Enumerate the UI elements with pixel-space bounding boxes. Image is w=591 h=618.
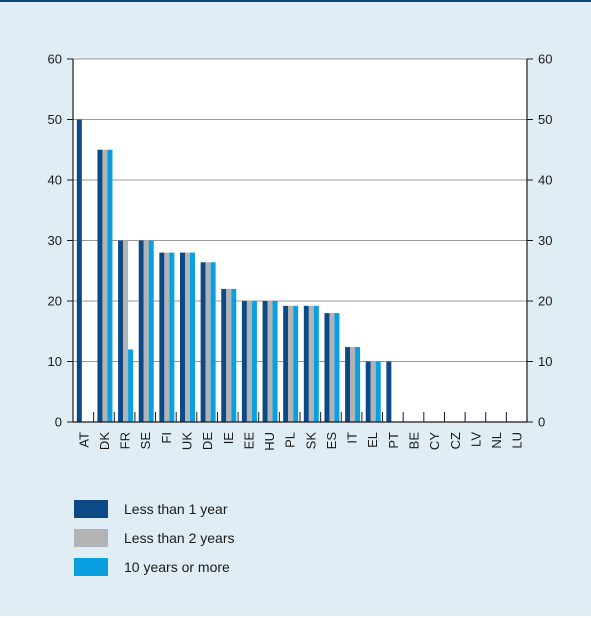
x-tick-label: NL — [489, 432, 504, 449]
bar — [164, 252, 170, 422]
legend-item-series-1: Less than 1 year — [74, 500, 235, 518]
bar — [128, 349, 134, 422]
y-tick-label-right: 50 — [538, 112, 552, 127]
x-tick-label: CY — [427, 432, 442, 450]
bar — [355, 346, 361, 422]
bar — [241, 301, 247, 422]
legend-swatch-series-1 — [74, 500, 108, 518]
bar — [210, 262, 216, 422]
x-tick-label: PT — [386, 432, 401, 449]
x-tick-label: HU — [262, 432, 277, 451]
bar — [283, 305, 289, 422]
legend-label-series-1: Less than 1 year — [124, 501, 228, 517]
y-tick-label-right: 60 — [538, 52, 552, 67]
x-tick-label: LU — [510, 432, 525, 449]
bar — [370, 361, 376, 422]
y-tick-label-left: 10 — [48, 354, 62, 369]
x-tick-label: SK — [303, 432, 318, 450]
bar — [118, 240, 124, 422]
bar — [148, 240, 154, 422]
legend: Less than 1 year Less than 2 years 10 ye… — [74, 500, 235, 587]
bar — [180, 252, 185, 422]
bar — [123, 240, 129, 422]
bar — [251, 301, 257, 422]
bar — [169, 252, 175, 422]
y-tick-label-left: 0 — [55, 415, 62, 430]
bar — [102, 149, 108, 422]
y-tick-label-left: 20 — [48, 294, 62, 309]
bar — [365, 361, 371, 422]
bar — [324, 313, 330, 422]
bar — [185, 252, 190, 422]
legend-swatch-series-2 — [74, 529, 108, 547]
x-tick-label: IT — [345, 432, 360, 444]
bar — [329, 313, 335, 422]
x-tick-label: FI — [159, 432, 174, 444]
bar — [138, 240, 144, 422]
x-tick-label: IE — [221, 432, 236, 445]
x-tick-label: AT — [76, 432, 91, 448]
y-tick-label-right: 0 — [538, 415, 545, 430]
bar — [231, 288, 237, 422]
x-tick-label: FR — [118, 432, 133, 449]
bar — [375, 361, 381, 422]
bar — [272, 301, 278, 422]
legend-label-series-3: 10 years or more — [124, 559, 230, 575]
x-tick-label: EE — [241, 432, 256, 450]
legend-item-series-2: Less than 2 years — [74, 529, 235, 547]
bar — [200, 262, 206, 422]
bar — [97, 149, 103, 422]
bar — [288, 305, 294, 422]
legend-swatch-series-3 — [74, 558, 108, 576]
y-tick-label-left: 50 — [48, 112, 62, 127]
y-tick-label-right: 40 — [538, 173, 552, 188]
bar — [159, 252, 165, 422]
y-tick-label-left: 40 — [48, 173, 62, 188]
bar — [308, 305, 314, 422]
bar — [350, 346, 356, 422]
bar — [386, 361, 392, 422]
bar — [107, 149, 113, 422]
x-tick-label: CZ — [448, 432, 463, 449]
bar — [205, 262, 211, 422]
x-tick-label: DK — [97, 432, 112, 450]
x-tick-label: PL — [283, 432, 298, 448]
x-tick-label: ES — [324, 432, 339, 450]
y-tick-label-left: 60 — [48, 52, 62, 67]
bar — [334, 313, 340, 422]
bar — [293, 305, 299, 422]
y-tick-label-right: 10 — [538, 354, 552, 369]
x-tick-label: DE — [200, 432, 215, 450]
y-tick-label-right: 20 — [538, 294, 552, 309]
bar — [226, 288, 232, 422]
bar — [143, 240, 149, 422]
legend-label-series-2: Less than 2 years — [124, 530, 235, 546]
bar — [267, 301, 273, 422]
x-tick-label: SE — [138, 432, 153, 450]
legend-item-series-3: 10 years or more — [74, 558, 235, 576]
x-tick-label: BE — [407, 432, 422, 450]
bar — [313, 305, 319, 422]
x-tick-label: LV — [468, 432, 483, 447]
bar — [246, 301, 252, 422]
y-tick-label-right: 30 — [538, 233, 552, 248]
bar — [262, 301, 268, 422]
bar — [76, 119, 82, 422]
bar — [303, 305, 309, 422]
x-tick-label: UK — [180, 432, 195, 450]
bar — [190, 252, 195, 422]
x-tick-label: EL — [365, 432, 380, 448]
bar — [345, 346, 351, 422]
bar — [221, 288, 227, 422]
y-tick-label-left: 30 — [48, 233, 62, 248]
